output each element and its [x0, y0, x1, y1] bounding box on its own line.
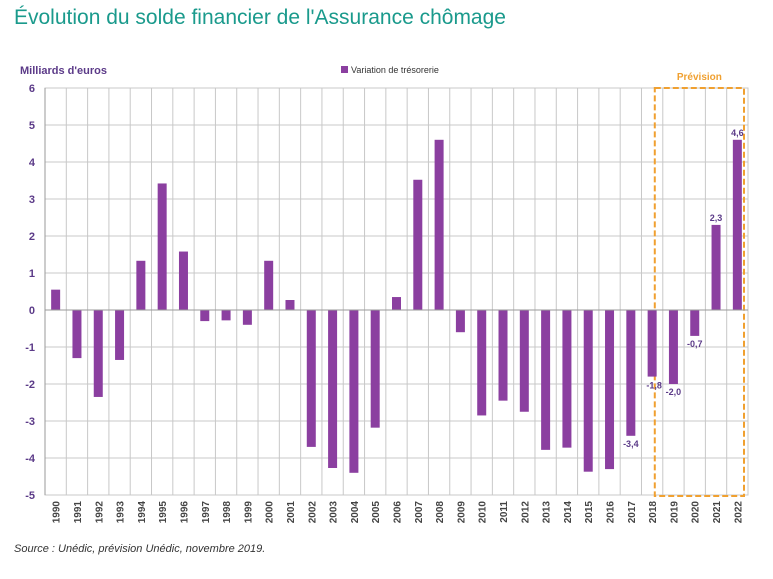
x-tick-label: 2020 — [691, 501, 702, 524]
x-tick-label: 2006 — [393, 501, 404, 524]
bar-2010 — [477, 310, 487, 416]
y-tick-label: -4 — [25, 453, 36, 465]
x-tick-label: 2001 — [286, 501, 297, 524]
gridlines — [44, 87, 749, 496]
bars — [51, 139, 742, 473]
x-tick-label: 1992 — [94, 501, 105, 524]
x-tick-label: 1993 — [116, 501, 127, 524]
forecast-box — [653, 87, 746, 497]
data-label-2020: -0,7 — [687, 339, 703, 349]
x-tick-label: 1996 — [179, 501, 190, 524]
bar-2006 — [392, 297, 401, 310]
bar-2012 — [519, 310, 529, 412]
bar-2015 — [583, 310, 593, 472]
bar-1995 — [157, 183, 167, 310]
bar-2008 — [434, 139, 444, 310]
bar-2018 — [647, 310, 657, 377]
x-tick-label: 2017 — [627, 501, 638, 524]
x-tick-label: 2014 — [563, 501, 574, 524]
bar-1999 — [242, 310, 252, 325]
source-note: Source : Unédic, prévision Unédic, novem… — [14, 543, 266, 555]
y-tick-label: 4 — [29, 157, 36, 169]
bar-2009 — [455, 310, 465, 333]
bar-1992 — [93, 310, 103, 397]
x-tick-label: 2018 — [648, 501, 659, 524]
x-tick-label: 1998 — [222, 501, 233, 524]
legend-swatch — [341, 66, 348, 73]
x-tick-label: 1997 — [201, 501, 212, 524]
x-tick-label: 2022 — [733, 501, 744, 524]
x-tick-label: 2019 — [669, 501, 680, 524]
bar-2013 — [541, 310, 551, 450]
x-tick-label: 1991 — [73, 501, 84, 524]
x-tick-label: 2005 — [371, 501, 382, 524]
data-label-2022: 4,6 — [731, 128, 744, 138]
x-tick-label: 2002 — [307, 501, 318, 524]
bar-2017 — [626, 310, 636, 436]
bar-1996 — [178, 251, 188, 310]
bar-2022 — [732, 139, 742, 310]
bar-1998 — [221, 310, 231, 321]
y-axis-title: Milliards d'euros — [20, 65, 107, 77]
bar-2016 — [605, 310, 615, 470]
bar-1990 — [51, 289, 61, 310]
forecast-region: Prévision — [653, 72, 746, 497]
bar-1993 — [115, 310, 125, 360]
x-tick-label: 2012 — [520, 501, 531, 524]
y-tick-label: 1 — [29, 268, 35, 280]
bar-2020 — [690, 310, 700, 336]
x-tick-label: 2011 — [499, 501, 510, 523]
y-tick-label: 3 — [29, 194, 35, 206]
x-tick-label: 1994 — [137, 501, 148, 524]
x-tick-label: 2015 — [584, 501, 595, 524]
bar-2021 — [711, 224, 721, 310]
bar-2002 — [306, 310, 316, 447]
plot-area-border — [44, 87, 749, 496]
y-tick-label: -1 — [25, 342, 35, 354]
bar-2004 — [349, 310, 359, 473]
legend-label: Variation de trésorerie — [351, 65, 439, 75]
x-tick-label: 2003 — [329, 501, 340, 524]
x-tick-label: 2004 — [350, 501, 361, 524]
y-tick-label: 6 — [29, 83, 35, 95]
x-tick-label: 1999 — [243, 501, 254, 524]
bar-2019 — [668, 310, 678, 384]
bar-1997 — [200, 310, 210, 322]
x-tick-label: 2010 — [478, 501, 489, 524]
x-tick-label: 2013 — [542, 501, 553, 524]
forecast-label: Prévision — [677, 72, 722, 83]
y-tick-label: -2 — [25, 379, 35, 391]
data-label-2019: -2,0 — [666, 387, 682, 397]
x-tick-label: 2007 — [414, 501, 425, 524]
bar-2003 — [328, 310, 338, 468]
x-tick-label: 2008 — [435, 501, 446, 524]
bar-2000 — [264, 260, 274, 310]
y-tick-label: -3 — [25, 416, 35, 428]
bar-2005 — [370, 310, 380, 428]
bar-2011 — [498, 310, 508, 401]
bar-2001 — [285, 300, 295, 310]
axes: 6 5 4 3 2 1 0 -1 -2 -3 -4 -5 Milliards d'euros 1990 19… — [20, 65, 748, 523]
y-tick-label: 2 — [29, 231, 35, 243]
data-label-2018: -1,8 — [646, 381, 662, 391]
y-tick-label: 0 — [29, 305, 35, 317]
x-tick-label: 1990 — [52, 501, 63, 524]
x-tick-label: 2021 — [712, 501, 723, 524]
x-tick-label: 2009 — [456, 501, 467, 524]
x-tick-label: 2016 — [606, 501, 617, 524]
bar-2014 — [562, 310, 572, 448]
labels: Variation de trésorerie -3,4 -1,8 -2,0 -0,7 2… — [341, 65, 744, 449]
bar-2007 — [413, 179, 423, 310]
y-tick-label: 5 — [29, 120, 35, 132]
data-label-2017: -3,4 — [623, 439, 639, 449]
data-label-2021: 2,3 — [710, 213, 723, 223]
x-tick-label: 2000 — [265, 501, 276, 524]
y-tick-label: -5 — [25, 490, 35, 502]
chart-title: Évolution du solde financier de l'Assura… — [14, 6, 506, 29]
bar-1991 — [72, 310, 82, 359]
bar-1994 — [136, 260, 146, 310]
x-tick-label: 1995 — [158, 501, 169, 524]
